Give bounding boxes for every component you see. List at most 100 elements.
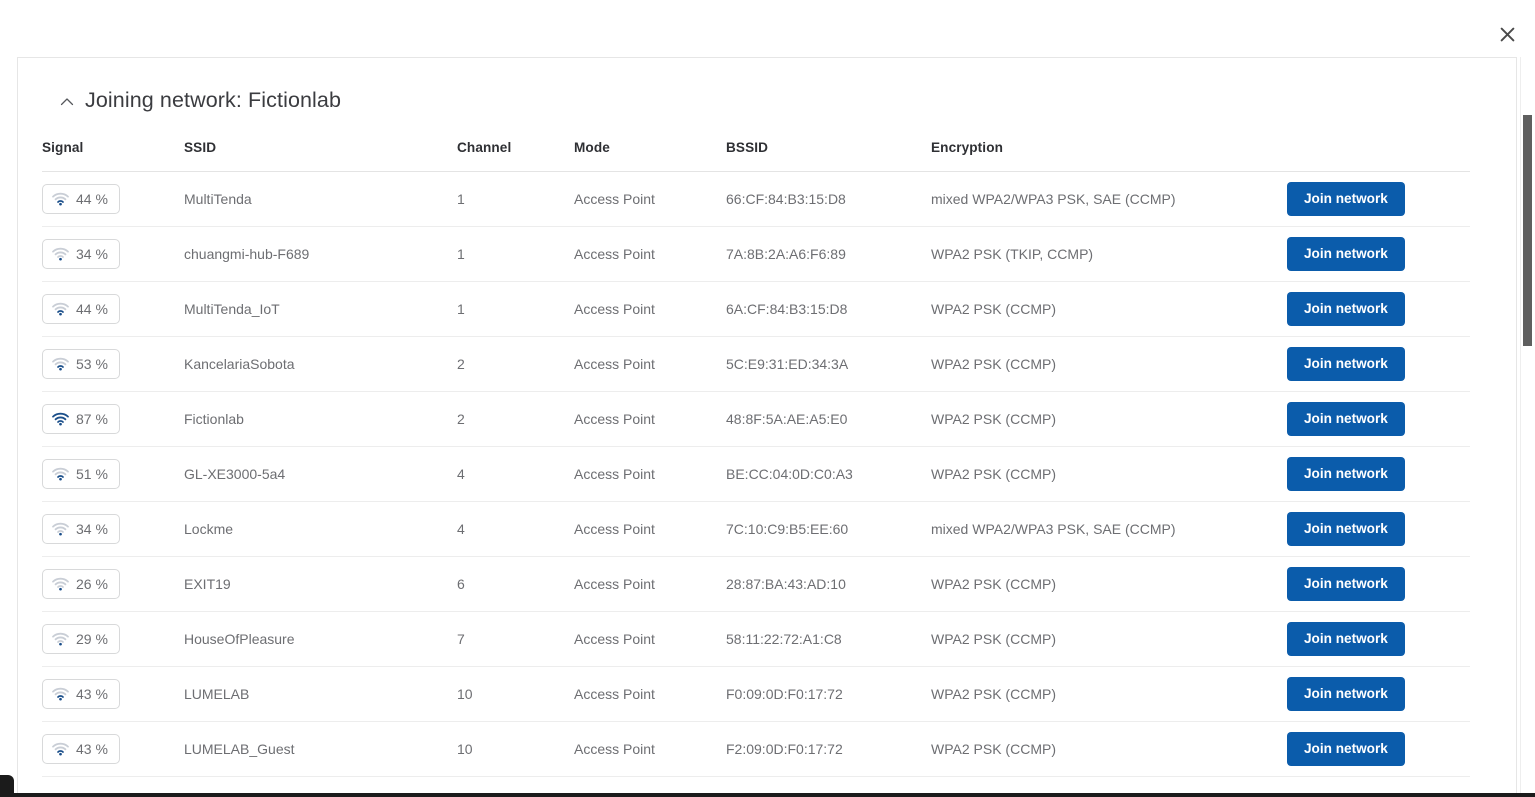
signal-value: 26 %	[76, 576, 108, 592]
cell-mode: Access Point	[574, 391, 726, 447]
signal-value: 53 %	[76, 356, 108, 372]
cell-channel: 4	[457, 446, 574, 502]
cell-signal: 87 %	[42, 391, 184, 447]
join-network-button[interactable]: Join network	[1287, 731, 1405, 767]
cell-signal: 34 %	[42, 501, 184, 557]
signal-value: 44 %	[76, 301, 108, 317]
wifi-icon	[52, 247, 69, 261]
cell-bssid: 58:11:22:72:A1:C8	[726, 611, 931, 667]
backdrop-corner-bottom-left	[0, 775, 14, 797]
wifi-icon	[52, 742, 69, 756]
cell-channel: 10	[457, 721, 574, 777]
join-network-button[interactable]: Join network	[1287, 181, 1405, 217]
cell-mode: Access Point	[574, 336, 726, 392]
cell-bssid: 6A:CF:84:B3:15:D8	[726, 281, 931, 337]
cell-bssid: BE:CC:04:0D:C0:A3	[726, 446, 931, 502]
signal-chip: 53 %	[42, 349, 120, 379]
cell-channel: 6	[457, 556, 574, 612]
wifi-icon	[52, 467, 69, 481]
join-network-button[interactable]: Join network	[1287, 676, 1405, 712]
cell-encryption: mixed WPA2/WPA3 PSK, SAE (CCMP)	[931, 501, 1287, 557]
cell-channel: 10	[457, 666, 574, 722]
cell-ssid: LUMELAB_Guest	[184, 721, 457, 777]
cell-action: Join network	[1287, 226, 1470, 282]
cell-ssid: LUMELAB	[184, 666, 457, 722]
cell-bssid: 7C:10:C9:B5:EE:60	[726, 501, 931, 557]
table-row: 29 % HouseOfPleasure 7 Access Point 58:11:22…	[42, 611, 1470, 667]
cell-mode: Access Point	[574, 666, 726, 722]
table-body: 44 % MultiTenda 1 Access Point 66:CF:84:B3:1…	[42, 171, 1470, 777]
table-row: 34 % Lockme 4 Access Point 7C:10:C9:B5:EE:60…	[42, 501, 1470, 557]
close-icon[interactable]	[1493, 20, 1521, 48]
cell-signal: 44 %	[42, 281, 184, 337]
join-network-button[interactable]: Join network	[1287, 346, 1405, 382]
wifi-icon	[52, 192, 69, 206]
cell-action: Join network	[1287, 391, 1470, 447]
cell-ssid: Fictionlab	[184, 391, 457, 447]
networks-table-container: Signal SSID Channel Mode BSSID Encryptio…	[18, 140, 1516, 777]
join-network-button[interactable]: Join network	[1287, 401, 1405, 437]
cell-encryption: WPA2 PSK (CCMP)	[931, 556, 1287, 612]
vertical-scrollbar-thumb[interactable]	[1523, 115, 1532, 346]
cell-mode: Access Point	[574, 501, 726, 557]
table-header: Signal SSID Channel Mode BSSID Encryptio…	[42, 140, 1470, 172]
cell-channel: 1	[457, 171, 574, 227]
cell-action: Join network	[1287, 501, 1470, 557]
cell-encryption: WPA2 PSK (CCMP)	[931, 336, 1287, 392]
cell-mode: Access Point	[574, 226, 726, 282]
cell-ssid: GL-XE3000-5a4	[184, 446, 457, 502]
cell-signal: 43 %	[42, 721, 184, 777]
signal-chip: 34 %	[42, 514, 120, 544]
signal-chip: 34 %	[42, 239, 120, 269]
wifi-icon	[52, 302, 69, 316]
cell-action: Join network	[1287, 611, 1470, 667]
wifi-icon	[52, 357, 69, 371]
table-row: 87 % Fictionlab 2 Access Point 48:8F:5A:AE:A…	[42, 391, 1470, 447]
column-header-bssid: BSSID	[726, 140, 931, 172]
cell-bssid: F2:09:0D:F0:17:72	[726, 721, 931, 777]
join-network-button[interactable]: Join network	[1287, 621, 1405, 657]
signal-value: 87 %	[76, 411, 108, 427]
cell-mode: Access Point	[574, 556, 726, 612]
signal-value: 29 %	[76, 631, 108, 647]
cell-bssid: F0:09:0D:F0:17:72	[726, 666, 931, 722]
panel-header[interactable]: Joining network: Fictionlab	[18, 58, 1516, 113]
join-network-button[interactable]: Join network	[1287, 291, 1405, 327]
cell-ssid: MultiTenda	[184, 171, 457, 227]
table-row: 51 % GL-XE3000-5a4 4 Access Point BE:CC:04:0…	[42, 446, 1470, 502]
join-network-button[interactable]: Join network	[1287, 566, 1405, 602]
cell-bssid: 28:87:BA:43:AD:10	[726, 556, 931, 612]
cell-encryption: WPA2 PSK (TKIP, CCMP)	[931, 226, 1287, 282]
cell-channel: 1	[457, 281, 574, 337]
table-row: 53 % KancelariaSobota 2 Access Point 5C:E9:3…	[42, 336, 1470, 392]
cell-action: Join network	[1287, 281, 1470, 337]
cell-channel: 1	[457, 226, 574, 282]
join-network-button[interactable]: Join network	[1287, 236, 1405, 272]
cell-ssid: Lockme	[184, 501, 457, 557]
cell-signal: 29 %	[42, 611, 184, 667]
signal-value: 43 %	[76, 741, 108, 757]
column-header-action	[1287, 140, 1470, 172]
vertical-scrollbar-track[interactable]	[1520, 57, 1535, 797]
join-network-button[interactable]: Join network	[1287, 511, 1405, 547]
cell-signal: 44 %	[42, 171, 184, 227]
cell-ssid: EXIT19	[184, 556, 457, 612]
cell-action: Join network	[1287, 446, 1470, 502]
cell-action: Join network	[1287, 171, 1470, 227]
cell-ssid: HouseOfPleasure	[184, 611, 457, 667]
cell-ssid: chuangmi-hub-F689	[184, 226, 457, 282]
cell-ssid: KancelariaSobota	[184, 336, 457, 392]
column-header-ssid: SSID	[184, 140, 457, 172]
cell-mode: Access Point	[574, 721, 726, 777]
signal-chip: 87 %	[42, 404, 120, 434]
signal-chip: 43 %	[42, 679, 120, 709]
cell-encryption: WPA2 PSK (CCMP)	[931, 611, 1287, 667]
signal-value: 51 %	[76, 466, 108, 482]
join-network-button[interactable]: Join network	[1287, 456, 1405, 492]
cell-signal: 43 %	[42, 666, 184, 722]
wifi-icon	[52, 522, 69, 536]
cell-encryption: WPA2 PSK (CCMP)	[931, 666, 1287, 722]
chevron-up-icon[interactable]	[59, 94, 75, 110]
cell-encryption: WPA2 PSK (CCMP)	[931, 721, 1287, 777]
cell-action: Join network	[1287, 666, 1470, 722]
